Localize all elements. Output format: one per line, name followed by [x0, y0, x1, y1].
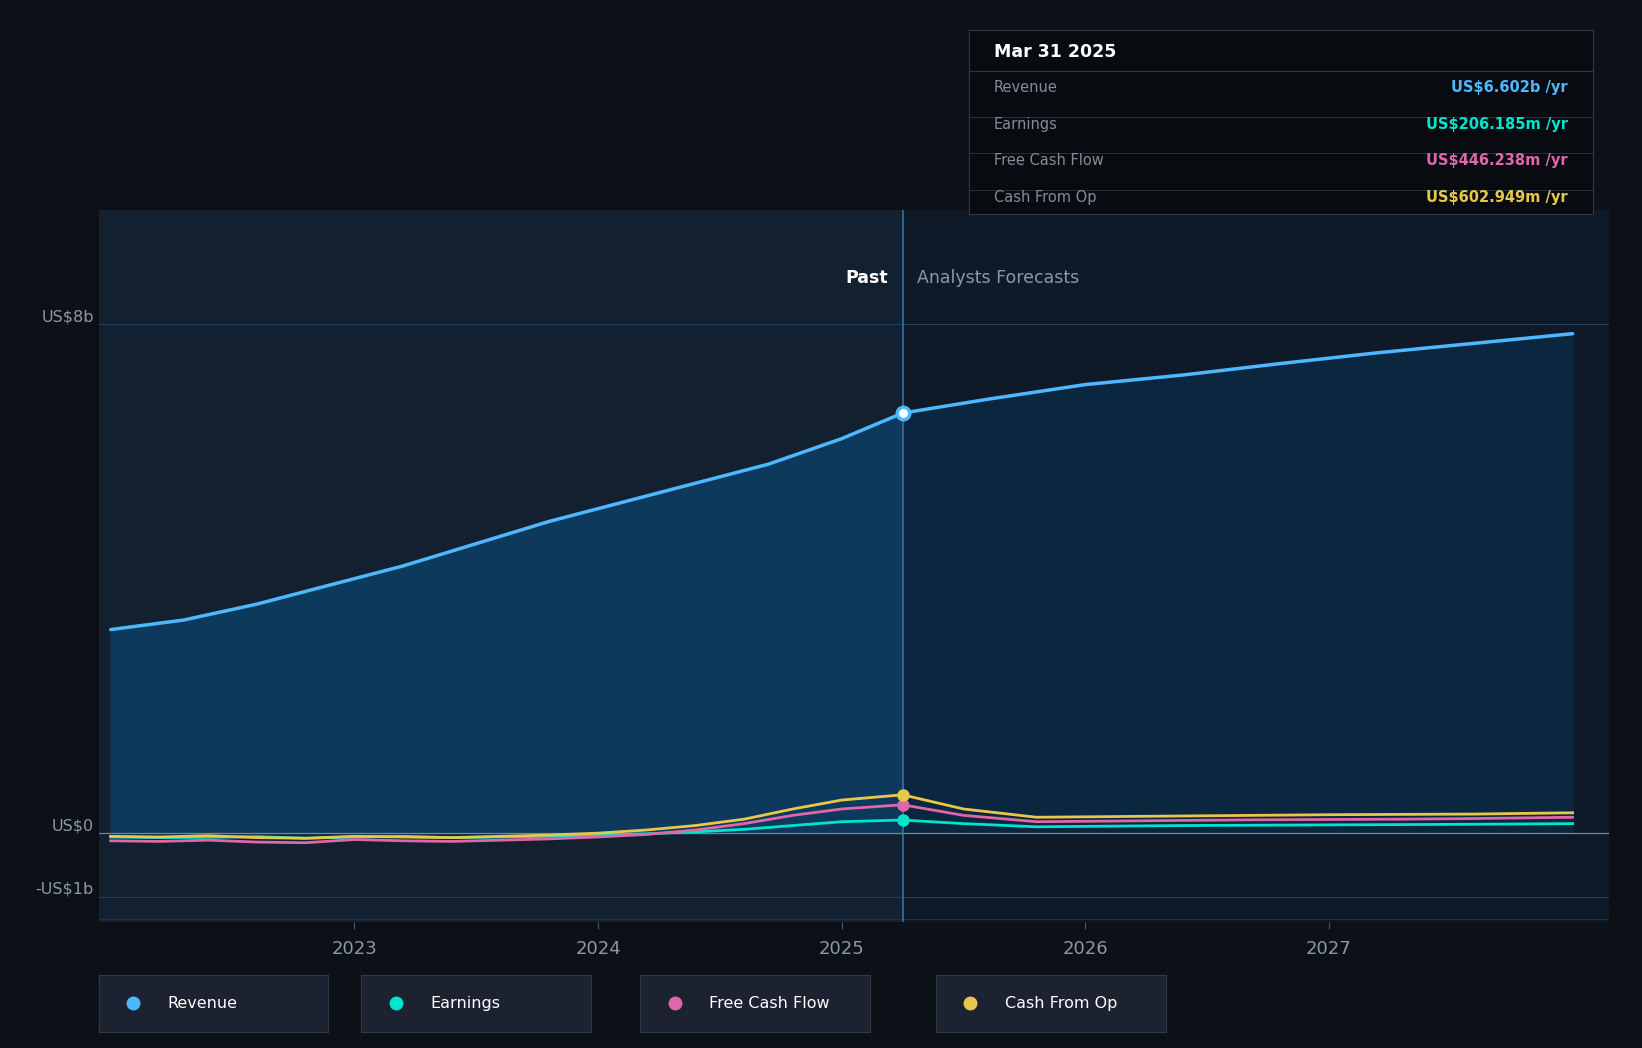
Text: Revenue: Revenue — [993, 80, 1057, 95]
Text: Earnings: Earnings — [993, 116, 1057, 132]
Text: US$446.238m /yr: US$446.238m /yr — [1427, 153, 1568, 169]
Text: Mar 31 2025: Mar 31 2025 — [993, 43, 1117, 61]
Text: US$206.185m /yr: US$206.185m /yr — [1425, 116, 1568, 132]
Text: Cash From Op: Cash From Op — [993, 190, 1097, 205]
Text: Earnings: Earnings — [430, 996, 501, 1011]
Text: Revenue: Revenue — [167, 996, 238, 1011]
Text: Analysts Forecasts: Analysts Forecasts — [918, 268, 1079, 287]
Text: US$6.602b /yr: US$6.602b /yr — [1452, 80, 1568, 95]
Text: Cash From Op: Cash From Op — [1005, 996, 1117, 1011]
Text: US$8b: US$8b — [41, 309, 94, 324]
Text: Past: Past — [846, 268, 888, 287]
Bar — [903, 210, 1609, 922]
Text: Free Cash Flow: Free Cash Flow — [993, 153, 1103, 169]
Text: -US$1b: -US$1b — [36, 881, 94, 897]
Text: Free Cash Flow: Free Cash Flow — [709, 996, 829, 1011]
Text: US$602.949m /yr: US$602.949m /yr — [1427, 190, 1568, 205]
Text: US$0: US$0 — [51, 818, 94, 833]
Bar — [99, 210, 903, 922]
